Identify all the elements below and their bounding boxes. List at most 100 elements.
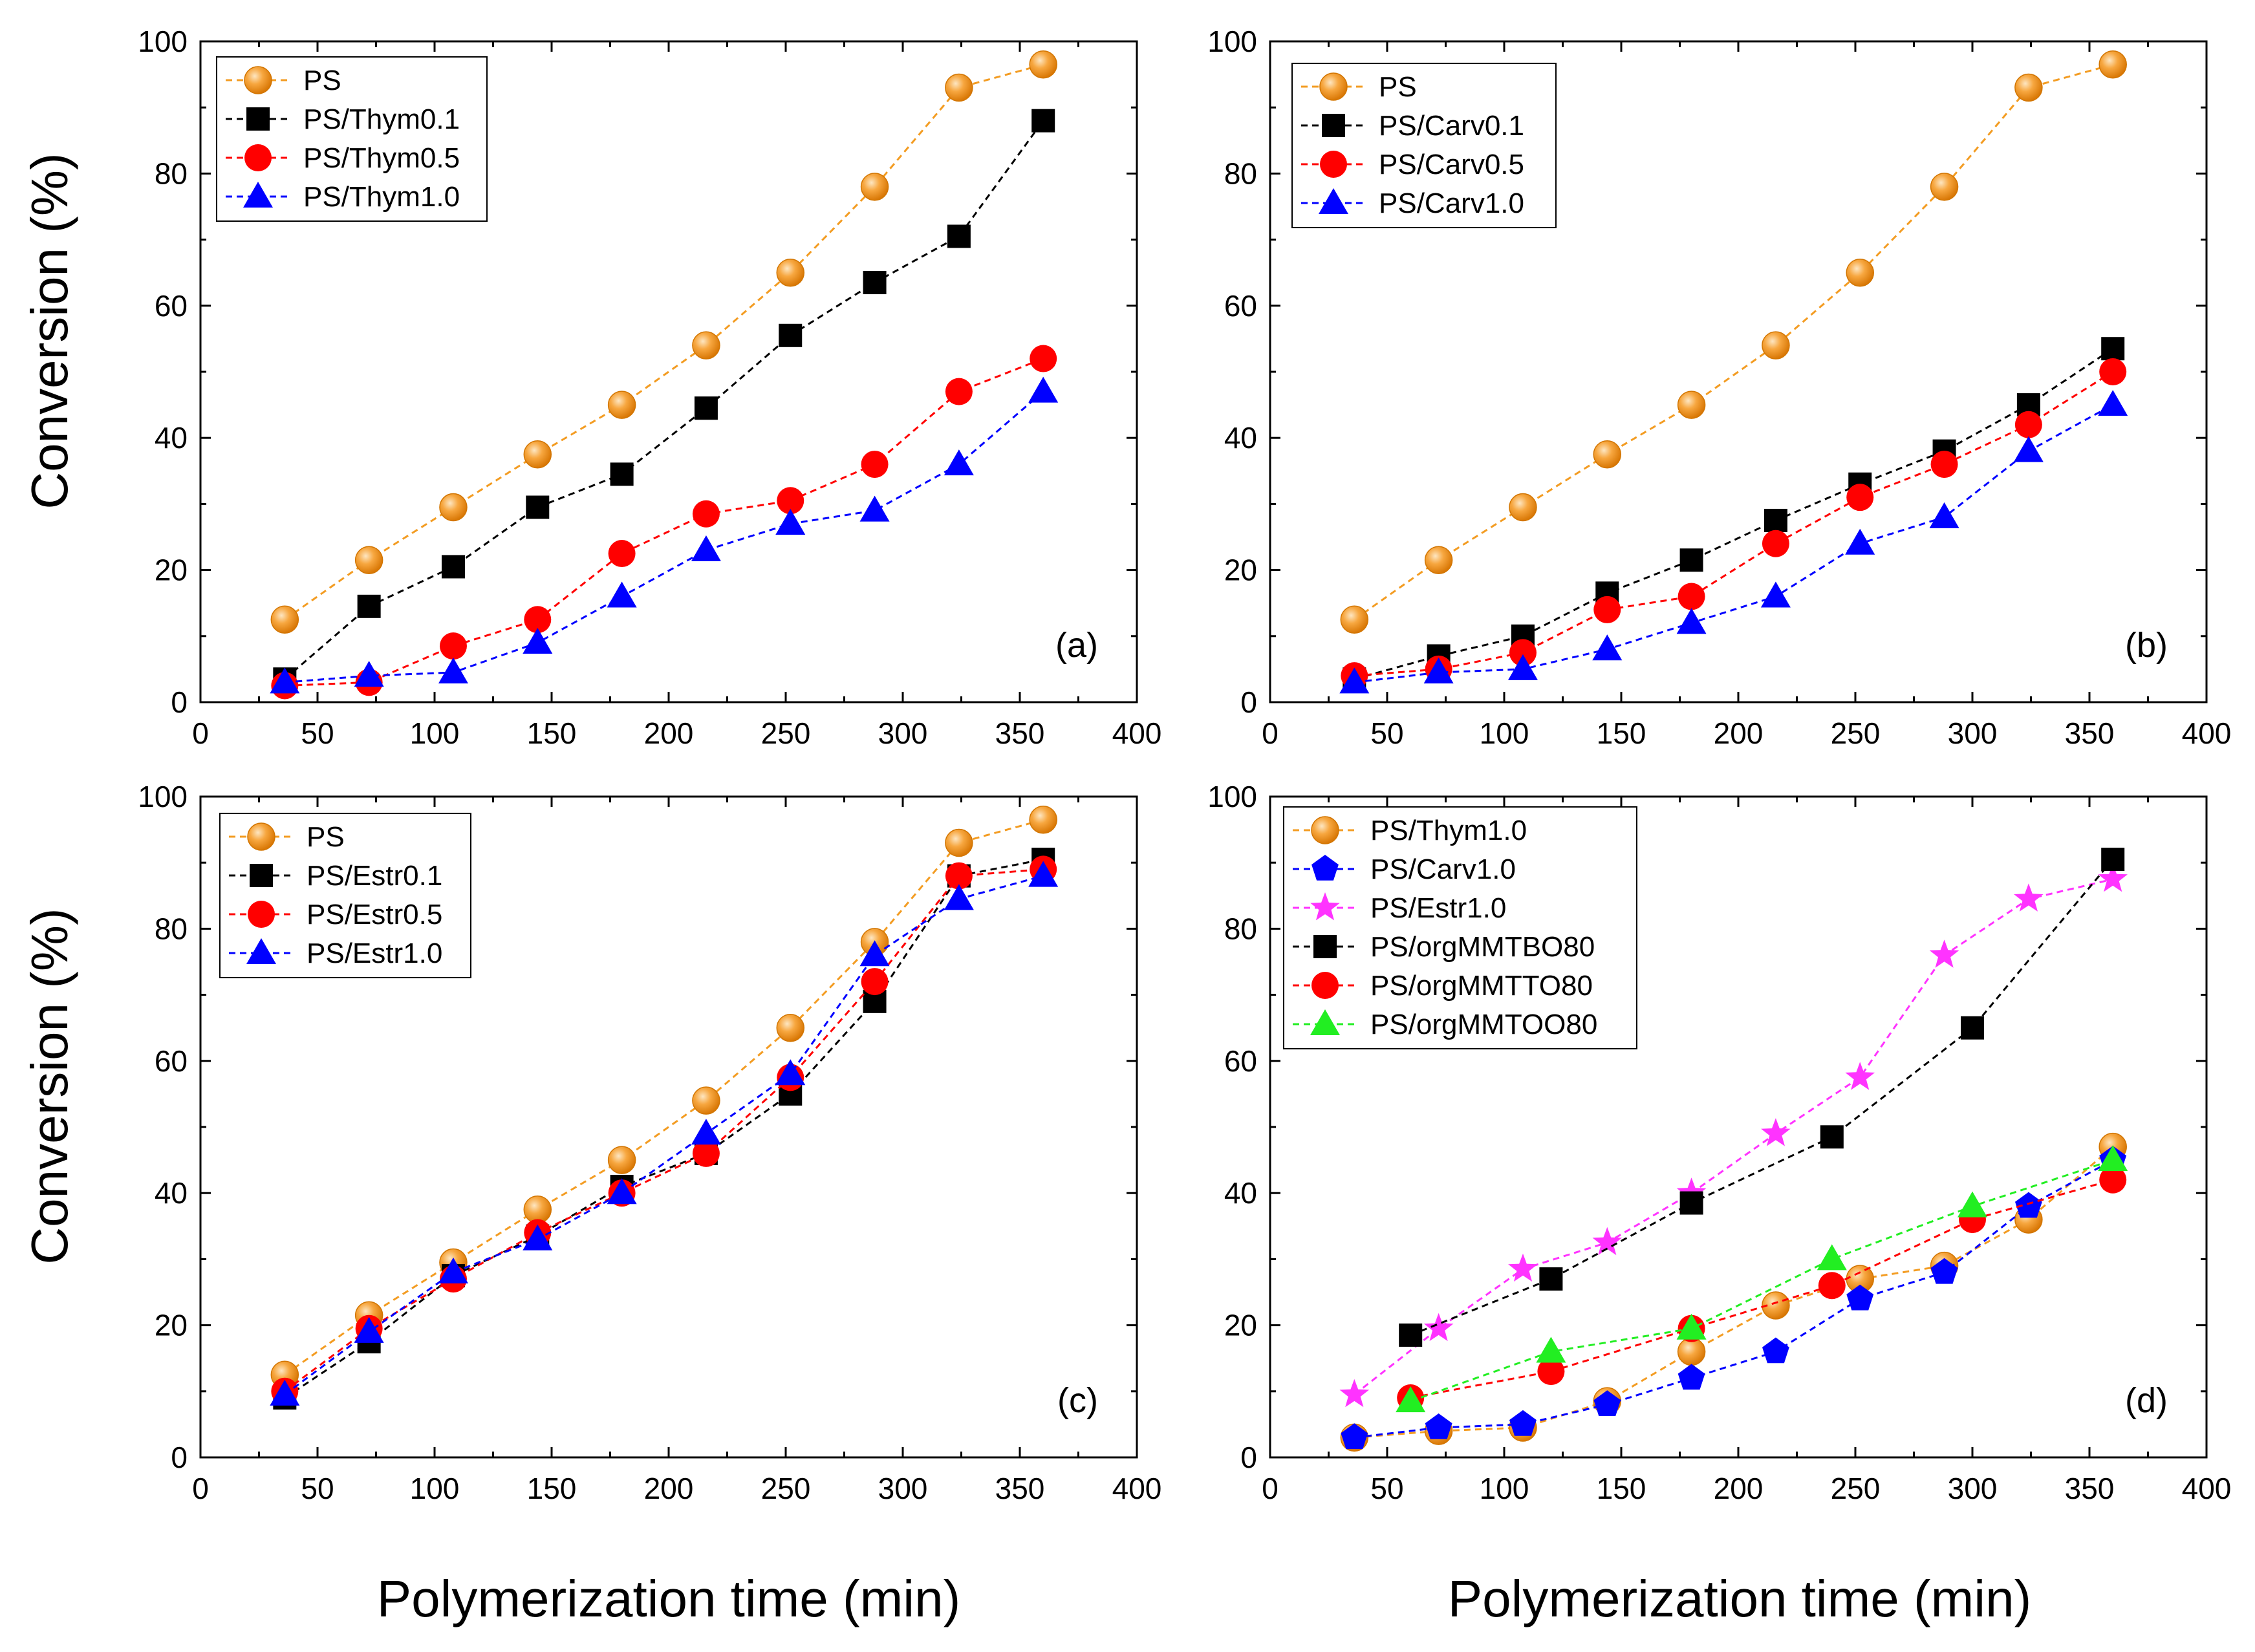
data-point — [354, 1316, 384, 1343]
series-ps-orgmmtoo80 — [1396, 1145, 2128, 1413]
series-line — [1410, 1159, 2113, 1402]
legend: PS PS/Carv0.1 PS/Carv0.5 PS/Carv1.0 — [1291, 63, 1557, 228]
data-point — [523, 440, 552, 469]
x-tick-label: 300 — [878, 716, 928, 750]
data-point — [692, 500, 720, 528]
data-point — [2098, 1145, 2128, 1172]
data-point — [861, 451, 889, 478]
series-line — [1410, 859, 2114, 1336]
data-point — [354, 661, 384, 687]
series-ps-thym0-1 — [273, 109, 1055, 691]
data-point — [1817, 1244, 1847, 1271]
data-point — [779, 323, 803, 347]
data-point — [2099, 358, 2127, 385]
series-line — [1354, 878, 2113, 1396]
y-tick-label: 0 — [1240, 1441, 1257, 1474]
series-ps-thym0-5 — [271, 345, 1057, 700]
legend-marker — [246, 107, 270, 131]
data-point — [776, 258, 804, 287]
legend-marker — [1319, 72, 1348, 101]
data-point — [438, 1257, 468, 1283]
data-point — [608, 540, 636, 568]
data-point — [1509, 639, 1537, 667]
legend: PS PS/Estr0.1 PS/Estr0.5 PS/Estr1.0 — [219, 813, 471, 978]
x-axis-title-left: Polymerization time (min) — [377, 1570, 960, 1627]
data-point — [1676, 1313, 1707, 1340]
data-point — [1677, 391, 1706, 419]
legend-label: PS — [1379, 71, 1417, 103]
series-ps — [1340, 50, 2127, 634]
series-ps-carv0-1 — [1343, 337, 2125, 691]
data-point — [270, 667, 300, 694]
x-tick-label: 350 — [2065, 1472, 2115, 1505]
data-point — [859, 495, 890, 522]
series-ps-orgmmtbo80 — [1399, 848, 2125, 1347]
legend-item: PS — [226, 65, 341, 96]
data-point — [1764, 508, 1787, 532]
x-tick-label: 0 — [1262, 716, 1279, 750]
y-tick-label: 0 — [171, 685, 188, 719]
x-tick-label: 300 — [1948, 1472, 1998, 1505]
series-ps-thym1-0 — [1340, 1132, 2127, 1452]
legend-marker — [1311, 816, 1339, 844]
data-point — [1029, 806, 1057, 834]
data-point — [438, 658, 468, 684]
data-point — [2014, 73, 2043, 102]
x-tick-label: 250 — [761, 1472, 811, 1505]
data-point — [1762, 1337, 1789, 1364]
data-point — [859, 940, 890, 967]
data-point — [1846, 1284, 1874, 1311]
data-point — [692, 331, 720, 359]
legend-marker — [1310, 892, 1340, 921]
x-tick-label: 400 — [1112, 1472, 1162, 1505]
series-line — [1354, 347, 2114, 680]
data-point — [1961, 1016, 1984, 1040]
x-tick-label: 50 — [301, 1472, 334, 1505]
data-point — [694, 396, 718, 420]
legend-label: PS/orgMMTOO80 — [1370, 1009, 1597, 1040]
legend-box — [1283, 806, 1637, 1049]
data-point — [439, 493, 468, 522]
data-point — [1028, 376, 1059, 403]
data-point — [270, 1379, 300, 1406]
data-point — [2014, 411, 2042, 438]
data-point — [1818, 1272, 1846, 1300]
data-point — [1509, 493, 1537, 522]
legend-marker — [246, 938, 276, 964]
data-point — [1845, 1062, 1875, 1090]
legend-label: PS/Carv0.1 — [1379, 110, 1524, 142]
series-line — [284, 63, 1044, 621]
data-point — [947, 224, 971, 248]
x-tick-label: 350 — [995, 1472, 1045, 1505]
data-point — [1539, 1267, 1563, 1291]
legend-item: PS/orgMMTBO80 — [1293, 931, 1595, 963]
legend-label: PS/orgMMTBO80 — [1370, 931, 1595, 963]
data-point — [1760, 581, 1791, 608]
data-point — [1930, 1258, 1958, 1284]
panel-label: (d) — [2125, 1381, 2168, 1420]
data-point — [945, 862, 973, 890]
legend-item: PS/Estr0.5 — [229, 899, 442, 930]
data-point — [944, 449, 974, 476]
y-tick-label: 100 — [138, 780, 188, 813]
data-point — [861, 968, 889, 996]
data-point — [860, 173, 889, 201]
x-tick-label: 100 — [410, 1472, 460, 1505]
data-point — [1593, 595, 1621, 623]
data-point — [775, 1059, 806, 1086]
y-tick-label: 80 — [1224, 912, 1257, 945]
x-tick-label: 300 — [1948, 716, 1998, 750]
panel-label: (b) — [2125, 626, 2168, 665]
y-tick-label: 40 — [155, 421, 188, 455]
y-tick-label: 20 — [1224, 1309, 1257, 1342]
x-tick-label: 250 — [761, 716, 811, 750]
x-tick-label: 50 — [301, 716, 334, 750]
y-tick-label: 60 — [1224, 1044, 1257, 1078]
chart-panels: 0 50 100 150 200 250 300 350 400020406080100(a)P… — [138, 25, 2231, 1505]
data-point — [354, 546, 383, 575]
panel-label: (c) — [1057, 1381, 1098, 1420]
data-point — [1676, 608, 1707, 634]
data-point — [607, 1178, 637, 1205]
data-point — [1423, 658, 1454, 684]
